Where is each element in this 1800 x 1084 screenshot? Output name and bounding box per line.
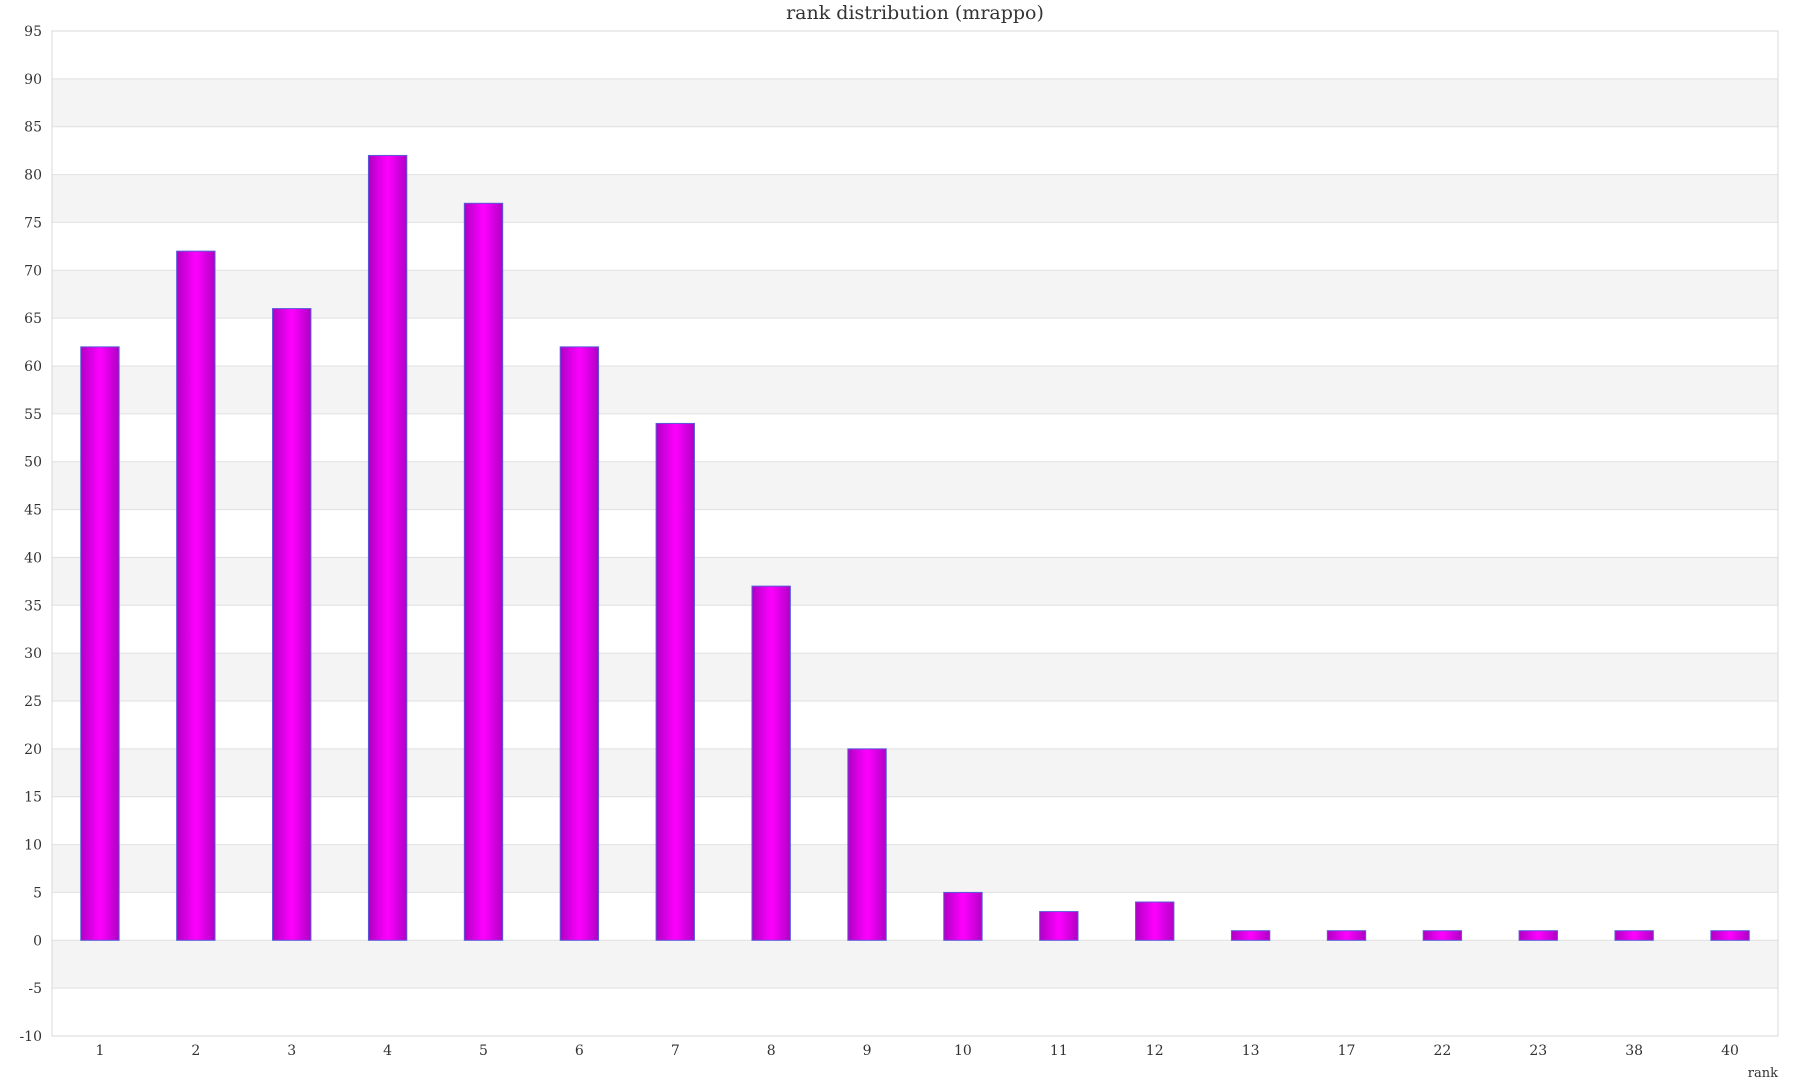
bar-rank-3 xyxy=(272,308,312,941)
x-tick-label: 1 xyxy=(95,1043,104,1059)
y-tick-label: 0 xyxy=(33,933,42,949)
y-tick-label: 35 xyxy=(24,598,42,614)
grid-band xyxy=(52,557,1778,606)
bar-rank-38 xyxy=(1614,930,1654,941)
grid-band xyxy=(52,653,1778,701)
grid-bands xyxy=(52,78,1778,989)
bar-rank-6 xyxy=(559,346,600,941)
plot-frame xyxy=(51,30,1779,1037)
x-tick-label: 22 xyxy=(1433,1043,1451,1059)
grid-band xyxy=(52,78,1778,127)
x-tick-label: 8 xyxy=(767,1043,776,1059)
x-tick-label: 10 xyxy=(954,1043,972,1059)
bar-rank-17 xyxy=(1326,930,1367,941)
grid-band xyxy=(52,366,1778,414)
x-tick-label: 38 xyxy=(1625,1043,1643,1059)
bar-rank-22 xyxy=(1422,930,1463,941)
x-tick-label: 6 xyxy=(575,1043,584,1059)
bar-rank-4 xyxy=(367,154,408,941)
bar-rank-9 xyxy=(847,748,887,941)
y-tick-label: 65 xyxy=(24,311,42,327)
bar-rank-2 xyxy=(176,250,216,941)
y-tick-label: 85 xyxy=(24,120,42,136)
y-tick-label: 95 xyxy=(24,24,42,40)
y-tick-label: 55 xyxy=(24,407,42,423)
x-tick-label: 13 xyxy=(1242,1043,1260,1059)
bar-rank-11 xyxy=(1039,911,1079,941)
y-tick-label: 90 xyxy=(24,72,42,88)
grid-band xyxy=(52,270,1778,319)
x-tick-label: 5 xyxy=(479,1043,488,1059)
y-tick-label: 25 xyxy=(24,694,42,710)
y-tick-label: 60 xyxy=(24,359,42,375)
x-tick-label: 7 xyxy=(671,1043,680,1059)
y-tick-label: 5 xyxy=(33,885,42,901)
y-tick-label: 45 xyxy=(24,503,42,519)
y-tick-label: 15 xyxy=(24,790,42,806)
y-tick-label: 20 xyxy=(24,742,42,758)
y-tick-label: 70 xyxy=(24,263,42,279)
bar-rank-7 xyxy=(655,422,695,941)
grid-band xyxy=(52,844,1778,893)
y-tick-label: 30 xyxy=(24,646,42,662)
bar-rank-40 xyxy=(1710,930,1750,941)
grid-band xyxy=(52,461,1778,510)
y-tick-label: -5 xyxy=(28,981,42,997)
y-tick-label: 10 xyxy=(24,838,42,854)
bar-rank-13 xyxy=(1230,930,1271,941)
bar-rank-12 xyxy=(1135,901,1175,941)
bars xyxy=(80,154,1750,941)
x-axis-label: rank xyxy=(1748,1066,1778,1080)
x-tick-label: 23 xyxy=(1529,1043,1547,1059)
x-tick-label: 2 xyxy=(191,1043,200,1059)
x-tick-label: 9 xyxy=(863,1043,872,1059)
y-tick-label: 50 xyxy=(24,455,42,471)
x-tick-label: 4 xyxy=(383,1043,392,1059)
grid-band xyxy=(52,748,1778,797)
chart-title: rank distribution (mrappo) xyxy=(786,2,1044,24)
y-tick-label: 75 xyxy=(24,215,42,231)
x-tick-label: 3 xyxy=(287,1043,296,1059)
x-tick-label: 40 xyxy=(1721,1043,1739,1059)
grid-band xyxy=(52,174,1778,223)
x-tick-label: 12 xyxy=(1146,1043,1164,1059)
y-tick-label: -10 xyxy=(19,1029,42,1045)
y-axis-ticks: -10 -5 0 5 10 15 20 25 30 35 40 45 50 55 60 65 70 75 80 85 9… xyxy=(19,24,42,1045)
bar-rank-8 xyxy=(751,585,791,941)
bar-rank-10 xyxy=(943,891,983,941)
bar-rank-23 xyxy=(1518,930,1558,941)
y-tick-label: 40 xyxy=(24,550,42,566)
grid-lines xyxy=(51,30,1779,1037)
grid-band xyxy=(52,940,1778,989)
y-tick-label: 80 xyxy=(24,168,42,184)
x-tick-label: 17 xyxy=(1338,1043,1356,1059)
bar-rank-1 xyxy=(80,346,120,941)
x-axis-ticks: 1 2 3 4 5 6 7 8 9 10 11 12 13 17 22 23 38 40 xyxy=(95,1043,1738,1059)
bar-rank-5 xyxy=(463,202,504,941)
x-tick-label: 11 xyxy=(1050,1043,1068,1059)
